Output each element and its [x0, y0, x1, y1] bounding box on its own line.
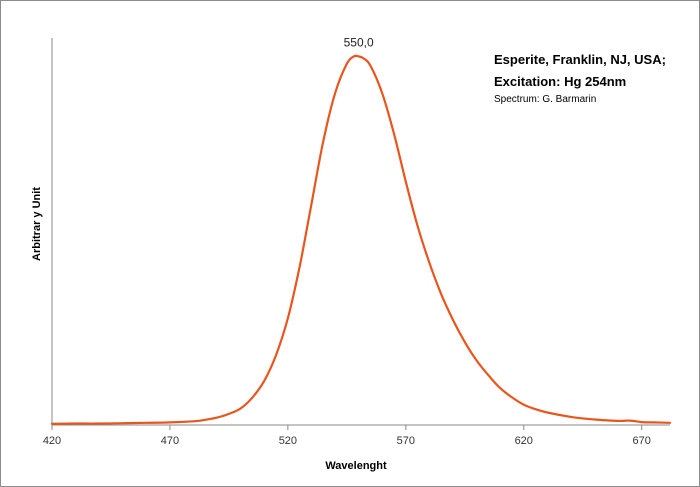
x-tick-label: 470	[161, 435, 179, 447]
info-excitation-line: Excitation: Hg 254nm	[494, 74, 626, 89]
x-tick-label: 420	[43, 435, 61, 447]
x-tick-label: 620	[515, 435, 533, 447]
y-axis-title: Arbitrar y Unit	[31, 187, 43, 261]
spectrum-line	[50, 54, 672, 425]
x-tick-label: 670	[633, 435, 651, 447]
axes	[51, 38, 670, 426]
x-tick-label: 570	[397, 435, 415, 447]
info-credit-line: Spectrum: G. Barmarin	[494, 94, 596, 105]
x-axis-title: Wavelenght	[325, 460, 387, 472]
x-tick-label: 520	[279, 435, 297, 447]
x-ticks: 420 470 520 570 620 670	[43, 425, 651, 447]
peak-label: 550,0	[344, 35, 374, 49]
info-title-line: Esperite, Franklin, NJ, USA;	[494, 52, 666, 67]
